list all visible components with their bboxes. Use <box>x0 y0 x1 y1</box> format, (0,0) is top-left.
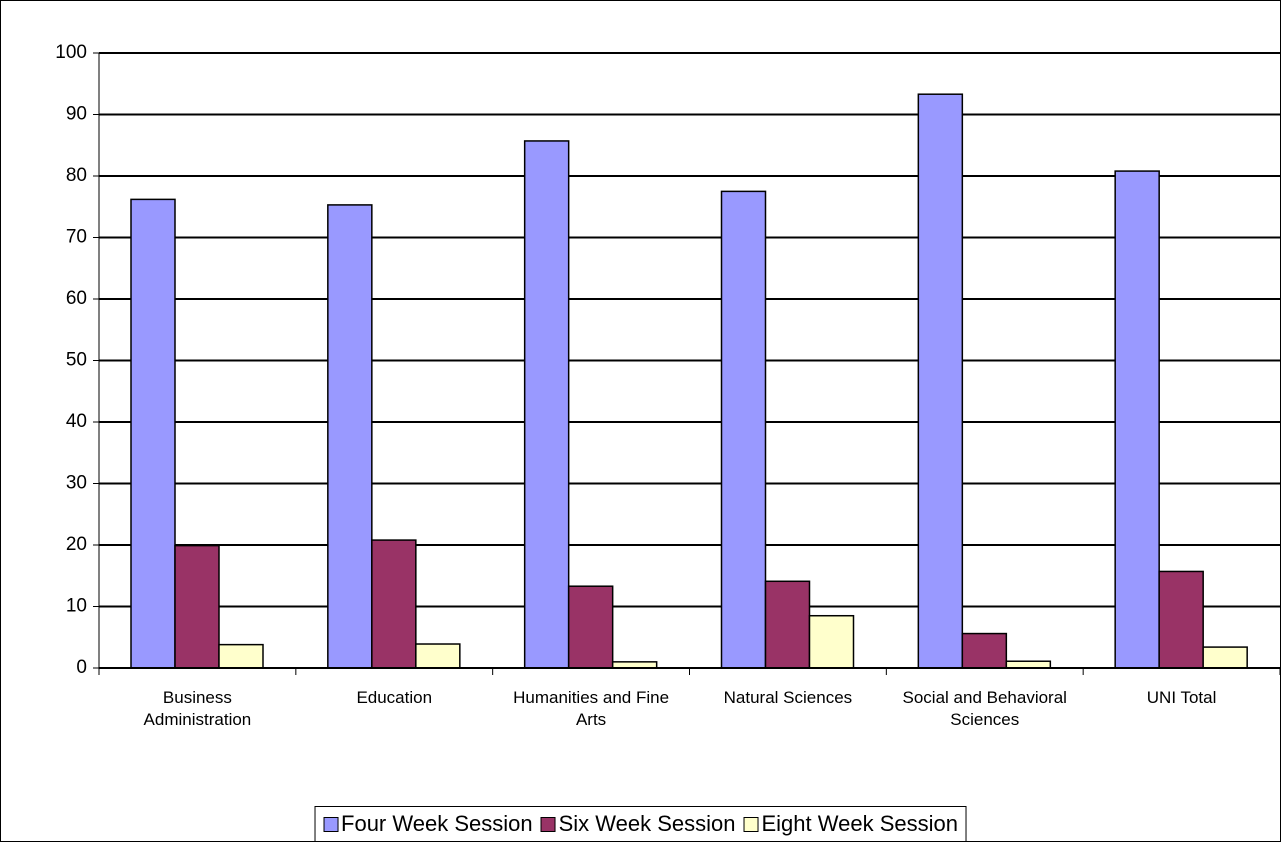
x-tick-label: Education <box>356 688 433 707</box>
bar <box>371 539 417 669</box>
y-tick-label: 30 <box>66 473 87 494</box>
y-tick-label: 0 <box>76 657 87 678</box>
bar <box>917 93 964 669</box>
x-tick-label: UNI Total <box>1146 688 1217 707</box>
bar <box>961 632 1008 669</box>
legend-label: Six Week Session <box>558 811 736 836</box>
bar <box>1005 660 1052 669</box>
legend-item: Eight Week Session <box>743 811 958 837</box>
y-tick-label: 80 <box>66 165 87 186</box>
y-tick-label: 100 <box>55 42 87 63</box>
legend-item: Six Week Session <box>540 811 736 837</box>
bar <box>130 198 176 669</box>
bar <box>720 190 767 669</box>
y-tick-label: 20 <box>66 534 87 555</box>
bar <box>523 140 570 669</box>
bar <box>1202 646 1248 669</box>
bar <box>174 544 220 669</box>
legend-label: Eight Week Session <box>761 811 958 836</box>
x-tick-label: Business Administration <box>143 688 252 729</box>
legend-swatch <box>540 816 556 832</box>
y-tick-label: 10 <box>66 596 87 617</box>
y-tick-label: 70 <box>66 227 87 248</box>
legend-swatch <box>743 816 759 832</box>
x-tick-label: Natural Sciences <box>723 688 853 707</box>
bar <box>327 204 373 669</box>
legend: Four Week Session Six Week Session Eight W… <box>314 806 967 841</box>
bar <box>808 614 855 669</box>
bar <box>415 643 461 669</box>
y-tick-label: 40 <box>66 411 87 432</box>
bar <box>218 643 264 669</box>
y-tick-label: 50 <box>66 350 87 371</box>
legend-label: Four Week Session <box>341 811 533 836</box>
legend-swatch <box>323 816 339 832</box>
legend-item: Four Week Session <box>323 811 533 837</box>
x-tick-label: Social and Behavioral Sciences <box>902 688 1067 729</box>
bar <box>764 580 811 669</box>
bar <box>567 585 614 669</box>
x-tick-label: Humanities and Fine Arts <box>513 688 670 729</box>
y-tick-label: 60 <box>66 288 87 309</box>
bar <box>1114 170 1160 669</box>
y-tick-label: 90 <box>66 104 87 125</box>
bar <box>1158 570 1204 669</box>
